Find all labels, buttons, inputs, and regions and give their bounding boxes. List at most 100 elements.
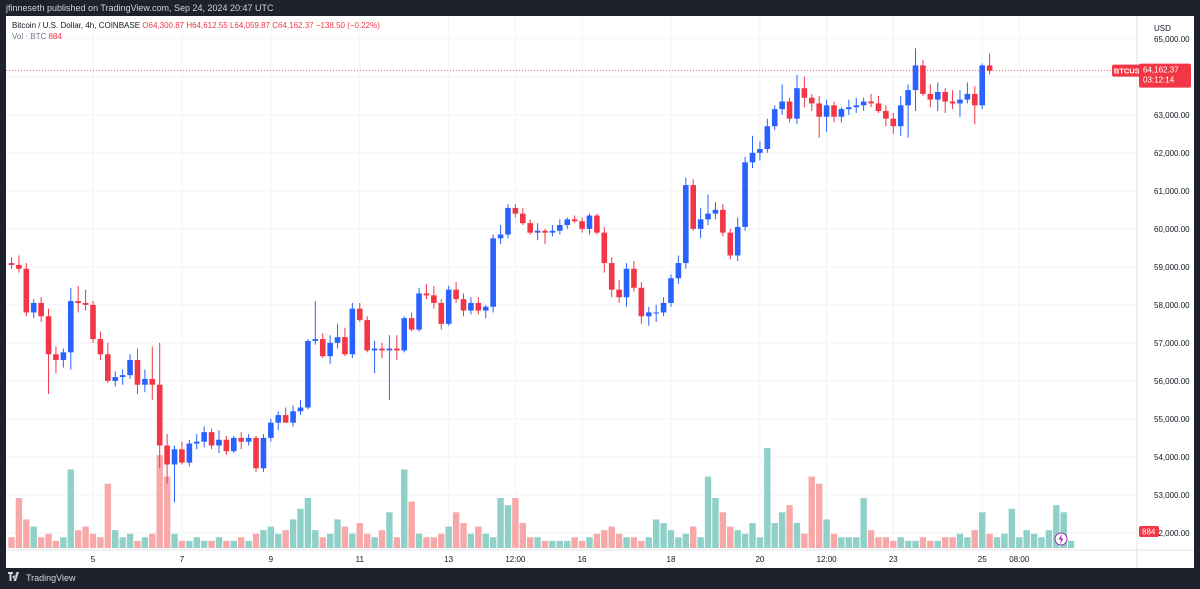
volume-bar — [519, 523, 526, 548]
candle — [742, 156, 748, 231]
time-tick-label: 16 — [578, 555, 587, 564]
volume-bar — [527, 537, 534, 548]
candle — [912, 48, 919, 112]
candlestick-chart[interactable]: USD 52,000.00 53,000.00 54,000.00 55,000.00 5… — [6, 16, 1194, 568]
volume-bar — [230, 540, 237, 548]
volume-last-label: 884 — [1142, 528, 1156, 537]
candle-body — [690, 185, 697, 229]
volume-bar — [37, 537, 45, 548]
volume-bar — [682, 533, 690, 548]
candle — [616, 280, 622, 303]
candle — [371, 340, 378, 374]
candle-body — [297, 407, 304, 412]
candle — [127, 354, 133, 379]
candle-body — [105, 354, 111, 381]
candle — [319, 333, 326, 359]
volume-bar — [601, 530, 608, 548]
candle — [431, 285, 437, 309]
candle — [601, 226, 608, 273]
symbol-badge-label: BTCUSD — [1114, 67, 1146, 76]
candle — [82, 289, 89, 311]
candle-body — [594, 215, 600, 233]
candle — [542, 228, 548, 245]
price-tick-label: 62,000.00 — [1154, 149, 1190, 158]
time-tick-label: 08:00 — [1009, 555, 1030, 564]
volume-bar — [238, 537, 245, 548]
candle-body — [653, 312, 659, 314]
volume-bar — [504, 505, 512, 548]
candle — [423, 283, 430, 300]
candle-body — [705, 213, 711, 220]
time-tick-label: 9 — [269, 555, 274, 564]
candle — [712, 202, 719, 220]
candle — [482, 304, 489, 319]
candle — [557, 219, 563, 235]
candle — [801, 76, 808, 108]
candle — [171, 445, 178, 503]
candle-body — [557, 225, 563, 231]
candle — [408, 312, 415, 332]
volume-bar — [823, 519, 830, 548]
volume-bars — [8, 448, 1075, 548]
volume-bar — [89, 533, 97, 548]
candle-body — [794, 88, 800, 119]
volume-bar — [104, 483, 112, 548]
legend-close: C64,162.37 — [272, 21, 314, 30]
price-axis: USD 52,000.00 53,000.00 54,000.00 55,000.00 5… — [1154, 24, 1190, 538]
volume-bar — [408, 501, 415, 548]
volume-bar — [986, 533, 993, 548]
candle-body — [349, 308, 356, 355]
candle — [979, 63, 986, 110]
candle — [934, 82, 941, 112]
volume-bar — [45, 533, 52, 548]
candle — [964, 82, 971, 104]
candle-body — [282, 415, 289, 423]
candle — [631, 261, 637, 292]
volume-bar — [719, 512, 727, 548]
volume-bar — [771, 523, 778, 548]
candle-body — [394, 348, 400, 351]
candle — [60, 348, 67, 368]
volume-bar — [897, 537, 904, 548]
volume-bar — [564, 540, 571, 548]
candle — [105, 342, 111, 383]
volume-bar — [578, 540, 586, 548]
volume-bar — [186, 540, 193, 548]
volume-bar — [356, 523, 363, 548]
candle — [638, 282, 645, 324]
volume-bar — [593, 533, 601, 548]
candle — [549, 225, 556, 237]
volume-bar — [875, 537, 882, 548]
volume-bar — [571, 537, 578, 548]
candle-body — [734, 226, 741, 256]
volume-bar — [497, 498, 504, 548]
candle-body — [164, 445, 170, 465]
candle-body — [319, 339, 326, 357]
candle-body — [542, 230, 548, 233]
chart-panel[interactable]: USD 52,000.00 53,000.00 54,000.00 55,000.00 5… — [6, 16, 1194, 568]
volume-bar — [467, 533, 475, 548]
volume-bar — [1016, 537, 1023, 548]
legend-change: −138.50 (−0.22%) — [315, 21, 380, 30]
volume-bar — [741, 533, 749, 548]
candle — [208, 428, 215, 450]
candle-body — [453, 289, 459, 300]
symbol-badge — [1112, 64, 1147, 77]
volume-bar — [326, 533, 334, 548]
volume-bar — [756, 537, 764, 548]
candle-body — [942, 92, 948, 102]
price-tick-label: 55,000.00 — [1154, 415, 1190, 424]
candle-body — [816, 103, 822, 117]
candle — [771, 105, 778, 131]
candle — [186, 439, 193, 467]
candle-body — [660, 302, 667, 313]
candle — [838, 107, 845, 123]
candle — [342, 327, 348, 357]
candle — [786, 97, 793, 123]
candle — [23, 263, 30, 317]
candle — [460, 293, 467, 317]
candle — [149, 346, 156, 400]
candle-body — [431, 295, 437, 303]
candle — [356, 302, 363, 322]
volume-bar — [793, 523, 801, 548]
